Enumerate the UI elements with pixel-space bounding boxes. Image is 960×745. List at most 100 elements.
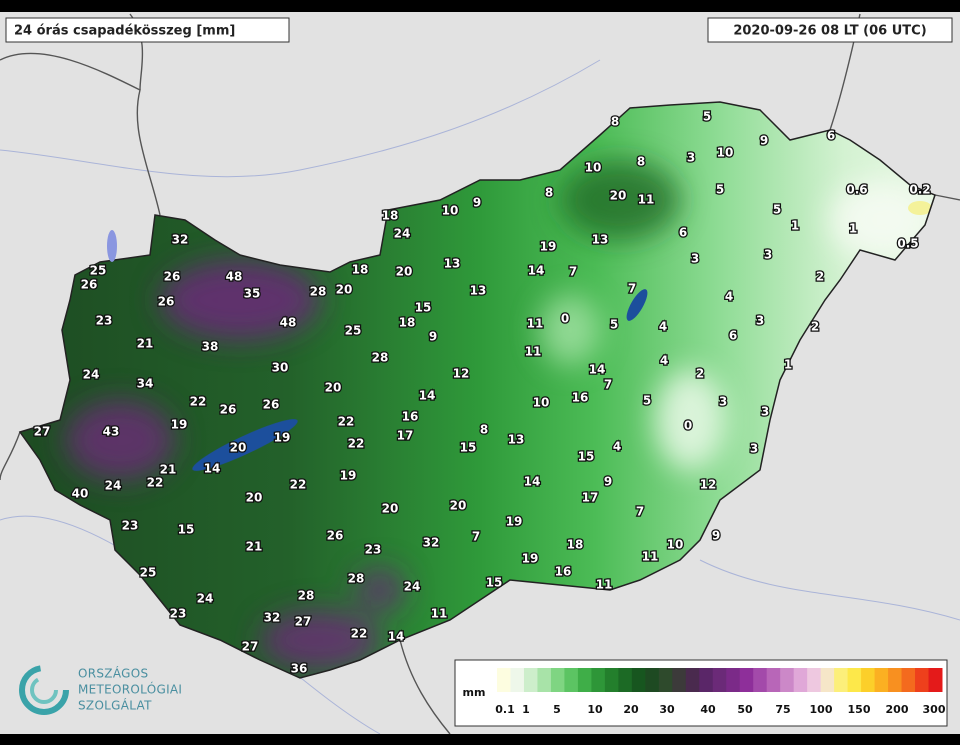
station-value: 10	[533, 396, 550, 410]
station-value: 14	[388, 630, 405, 644]
station-value: 3	[719, 395, 727, 409]
station-value: 17	[397, 429, 414, 443]
station-value: 7	[628, 282, 636, 296]
station-value: 3	[761, 405, 769, 419]
station-value: 28	[298, 589, 315, 603]
station-value: 15	[178, 523, 195, 537]
station-value: 2	[696, 367, 704, 381]
station-value: 19	[274, 431, 291, 445]
station-value: 13	[592, 233, 609, 247]
station-value: 0.2	[909, 183, 930, 197]
station-value: 3	[687, 151, 695, 165]
station-value: 20	[450, 499, 467, 513]
station-value: 18	[567, 538, 584, 552]
station-value: 8	[545, 186, 553, 200]
legend-swatch	[631, 668, 646, 692]
station-value: 32	[423, 536, 440, 550]
station-value: 19	[506, 515, 523, 529]
station-value: 23	[96, 314, 113, 328]
station-value: 21	[137, 337, 154, 351]
station-value: 22	[338, 415, 355, 429]
station-value: 0	[684, 419, 692, 433]
title-box	[5, 17, 290, 43]
station-value: 28	[348, 572, 365, 586]
title: 24 órás csapadékösszeg [mm]	[14, 24, 235, 39]
station-value: 14	[419, 389, 436, 403]
station-value: 26	[81, 278, 98, 292]
station-value: 27	[242, 640, 259, 654]
legend-tick-label: 75	[775, 703, 790, 716]
station-value: 23	[170, 607, 187, 621]
station-value: 25	[140, 566, 157, 580]
legend-swatch	[793, 668, 808, 692]
station-value: 20	[230, 441, 247, 455]
legend-swatch	[901, 668, 916, 692]
station-value: 5	[643, 394, 651, 408]
station-value: 12	[700, 478, 717, 492]
station-value: 18	[352, 263, 369, 277]
station-value: 22	[147, 476, 164, 490]
station-value: 6	[729, 329, 737, 343]
legend-swatch	[861, 668, 876, 692]
station-value: 19	[171, 418, 188, 432]
station-value: 6	[827, 129, 835, 143]
station-value: 3	[691, 252, 699, 266]
station-value: 11	[527, 317, 544, 331]
station-value: 8	[611, 115, 619, 129]
station-value: 9	[760, 134, 768, 148]
station-value: 2	[811, 320, 819, 334]
station-value: 19	[522, 552, 539, 566]
station-value: 2	[816, 270, 824, 284]
legend-swatch	[753, 668, 768, 692]
station-value: 13	[508, 433, 525, 447]
legend-swatch	[780, 668, 795, 692]
legend-swatch	[726, 668, 741, 692]
station-value: 10	[717, 146, 734, 160]
station-value: 26	[263, 398, 280, 412]
station-value: 5	[610, 318, 618, 332]
legend-swatch	[658, 668, 673, 692]
station-value: 32	[264, 611, 281, 625]
legend-tick-label: 150	[848, 703, 871, 716]
station-value: 26	[220, 403, 237, 417]
station-value: 20	[396, 265, 413, 279]
legend-swatch	[645, 668, 660, 692]
station-value: 7	[604, 378, 612, 392]
station-value: 27	[295, 615, 312, 629]
station-value: 23	[122, 519, 139, 533]
station-value: 21	[246, 540, 263, 554]
station-value: 40	[72, 487, 89, 501]
legend-tick-label: 300	[923, 703, 946, 716]
station-value: 19	[340, 469, 357, 483]
station-value: 19	[540, 240, 557, 254]
station-value: 3	[750, 442, 758, 456]
legend-swatch	[618, 668, 633, 692]
station-value: 7	[472, 530, 480, 544]
station-value: 36	[291, 662, 308, 676]
station-value: 48	[280, 316, 297, 330]
legend-swatch	[591, 668, 606, 692]
station-value: 23	[365, 543, 382, 557]
station-value: 26	[164, 270, 181, 284]
station-value: 16	[572, 391, 589, 405]
station-value: 34	[137, 377, 154, 391]
station-value: 16	[402, 410, 419, 424]
station-value: 26	[327, 529, 344, 543]
station-value: 35	[244, 287, 261, 301]
legend-swatch	[577, 668, 592, 692]
station-value: 15	[578, 450, 595, 464]
legend-tick-label: 20	[623, 703, 639, 716]
station-value: 24	[404, 580, 421, 594]
station-value: 14	[528, 264, 545, 278]
station-value: 27	[34, 425, 51, 439]
station-value: 0	[561, 312, 569, 326]
station-value: 7	[569, 265, 577, 279]
station-value: 24	[197, 592, 214, 606]
station-value: 48	[226, 270, 243, 284]
station-value: 14	[204, 462, 221, 476]
station-value: 5	[716, 183, 724, 197]
station-value: 13	[470, 284, 487, 298]
station-value: 25	[345, 324, 362, 338]
